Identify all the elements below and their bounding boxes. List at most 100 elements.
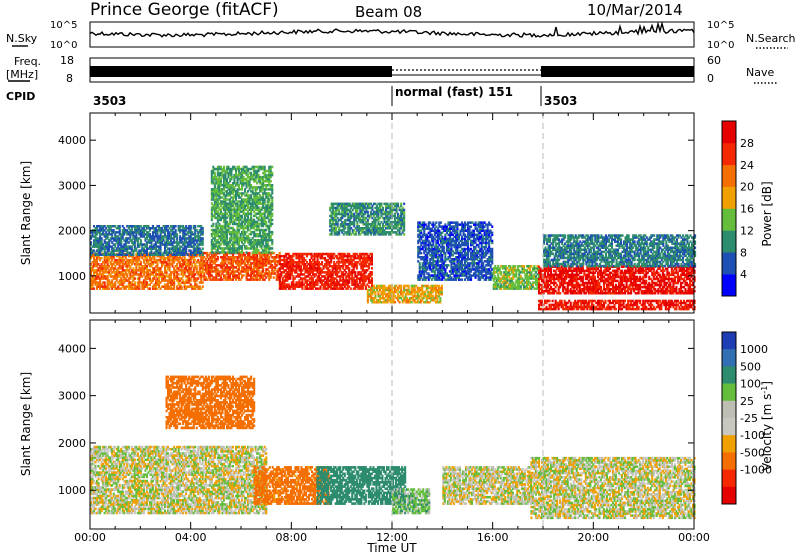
- echo-cell: [262, 177, 265, 181]
- echo-cell: [262, 262, 265, 265]
- echo-cell: [145, 269, 148, 272]
- echo-cell: [254, 258, 257, 261]
- echo-cell: [247, 226, 250, 230]
- echo-cell: [150, 247, 153, 250]
- echo-cell: [136, 256, 139, 260]
- echo-cell: [127, 279, 130, 282]
- echo-cell: [106, 285, 109, 288]
- echo-cell: [165, 251, 168, 254]
- echo-cell: [256, 276, 259, 279]
- echo-cell: [209, 256, 212, 259]
- echo-cell: [225, 186, 228, 189]
- echo-cell: [210, 182, 213, 185]
- echo-cell: [367, 265, 370, 268]
- echo-cell: [327, 279, 330, 282]
- echo-cell: [139, 229, 142, 232]
- echo-cell: [204, 251, 207, 255]
- echo-cell: [266, 175, 269, 179]
- echo-cell: [179, 283, 182, 286]
- echo-cell: [106, 233, 109, 236]
- echo-cell: [333, 233, 336, 236]
- echo-cell: [301, 254, 304, 258]
- echo-cell: [293, 285, 296, 288]
- echo-cell: [219, 192, 222, 195]
- echo-cell: [269, 210, 272, 213]
- echo-cell: [241, 258, 244, 261]
- echo-cell: [340, 285, 343, 288]
- echo-cell: [271, 232, 274, 236]
- echo-cell: [362, 227, 365, 230]
- echo-cell: [328, 279, 331, 282]
- echo-cell: [295, 267, 298, 270]
- echo-cell: [210, 243, 213, 246]
- echo-cell: [236, 214, 239, 218]
- echo-cell: [236, 268, 239, 271]
- echo-cell: [250, 266, 253, 269]
- echo-cell: [233, 218, 236, 222]
- echo-cell: [177, 261, 180, 264]
- echo-cell: [144, 271, 147, 274]
- echo-cell: [360, 287, 363, 290]
- echo-cell: [293, 265, 296, 268]
- echo-cell: [292, 279, 295, 282]
- echo-cell: [171, 227, 174, 230]
- echo-cell: [230, 196, 233, 199]
- echo-cell: [292, 252, 295, 256]
- echo-cell: [250, 196, 253, 199]
- echo-cell: [277, 270, 280, 273]
- echo-cell: [238, 208, 241, 211]
- echo-cell: [362, 216, 365, 220]
- echo-cell: [153, 245, 156, 248]
- echo-cell: [372, 202, 375, 206]
- echo-cell: [247, 194, 250, 197]
- echo-cell: [141, 275, 144, 278]
- echo-cell: [123, 233, 126, 236]
- echo-cell: [389, 223, 392, 226]
- echo-cell: [242, 167, 245, 171]
- echo-cell: [312, 267, 315, 270]
- echo-cell: [381, 208, 384, 212]
- echo-cell: [133, 285, 136, 288]
- echo-cell: [168, 287, 171, 290]
- echo-cell: [301, 277, 304, 280]
- echo-cell: [168, 285, 171, 288]
- echo-cell: [151, 263, 154, 266]
- echo-cell: [386, 206, 389, 210]
- echo-cell: [257, 239, 260, 242]
- echo-cell: [235, 184, 238, 187]
- echo-cell: [340, 252, 343, 256]
- echo-cell: [168, 249, 171, 252]
- echo-cell: [248, 177, 251, 181]
- echo-cell: [224, 247, 227, 250]
- echo-cell: [165, 225, 168, 228]
- echo-cell: [224, 212, 227, 215]
- echo-cell: [318, 277, 321, 280]
- echo-cell: [162, 256, 165, 260]
- echo-cell: [238, 256, 241, 259]
- echo-cell: [352, 283, 355, 286]
- echo-cell: [284, 258, 287, 262]
- echo-cell: [328, 285, 331, 288]
- echo-cell: [142, 231, 145, 234]
- freq-tick-bottom: 8: [66, 72, 73, 85]
- echo-cell: [167, 231, 170, 234]
- echo-cell: [129, 283, 132, 286]
- echo-cell: [103, 241, 106, 244]
- echo-cell: [195, 245, 198, 248]
- echo-cell: [231, 230, 234, 234]
- echo-cell: [262, 184, 265, 187]
- echo-cell: [262, 222, 265, 226]
- echo-cell: [192, 233, 195, 236]
- echo-cell: [94, 227, 97, 230]
- echo-cell: [241, 194, 244, 197]
- echo-cell: [213, 175, 216, 179]
- echo-cell: [360, 214, 363, 218]
- echo-cell: [161, 254, 164, 258]
- echo-cell: [212, 196, 215, 199]
- echo-cell: [259, 218, 262, 222]
- echo-cell: [245, 276, 248, 279]
- echo-cell: [159, 231, 162, 234]
- echo-cell: [231, 165, 234, 169]
- echo-cell: [185, 239, 188, 242]
- echo-cell: [164, 269, 167, 272]
